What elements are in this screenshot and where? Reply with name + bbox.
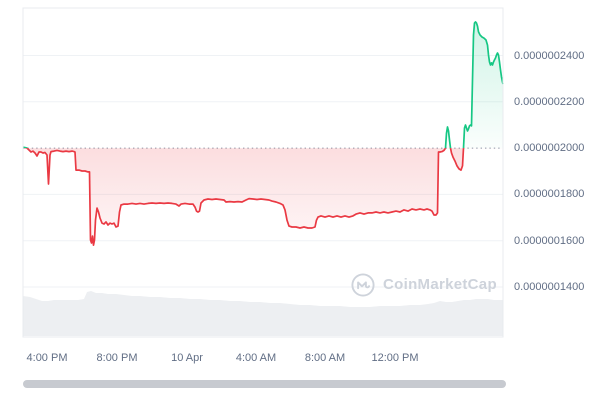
y-axis-label: 0.0000001800 — [514, 188, 585, 201]
price-line-down — [23, 148, 465, 246]
y-axis-label: 0.0000002000 — [514, 142, 585, 155]
x-axis-label: 8:00 PM — [96, 352, 138, 364]
x-axis-label: 8:00 AM — [304, 352, 346, 364]
time-range-scrollbar[interactable] — [23, 380, 506, 388]
y-axis-label: 0.0000002200 — [514, 95, 585, 108]
x-axis-label: 4:00 PM — [26, 352, 68, 364]
x-axis-label: 12:00 PM — [371, 352, 419, 364]
plot-border — [22, 7, 504, 338]
y-axis-label: 0.0000001600 — [514, 234, 585, 247]
price-line-up — [22, 21, 504, 149]
x-axis-label: 4:00 AM — [235, 352, 277, 364]
volume-silhouette — [23, 291, 503, 336]
y-axis-label: 0.0000001400 — [514, 281, 585, 293]
loss-area — [27, 148, 464, 246]
volume-area — [23, 291, 503, 336]
y-axis-label: 0.0000002400 — [514, 49, 585, 62]
x-axis-label: 10 Apr — [171, 352, 203, 364]
price-line — [22, 21, 504, 246]
